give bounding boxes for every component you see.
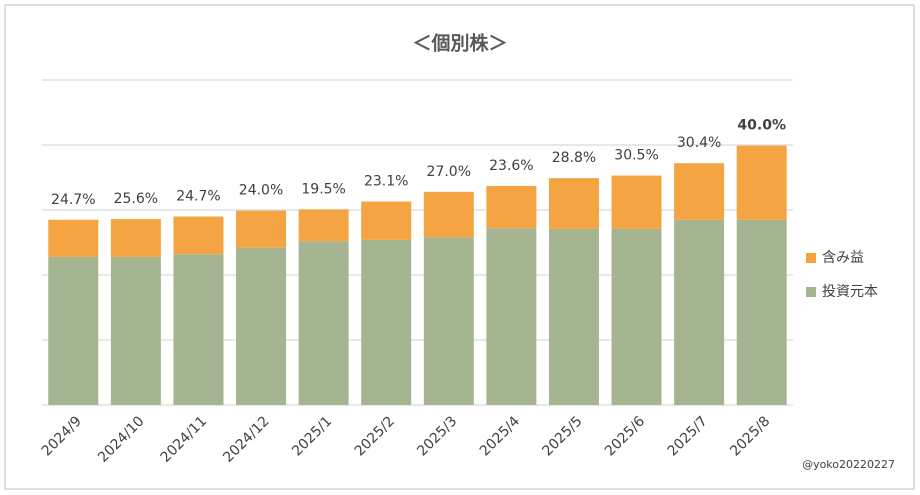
- bar-segment: [548, 178, 599, 229]
- bar-label: 30.5%: [614, 148, 658, 164]
- bar-label: 23.6%: [489, 158, 533, 174]
- bar-segment: [674, 163, 725, 220]
- bar-segment: [361, 201, 412, 240]
- bar-segment: [48, 256, 99, 405]
- bar-label: 28.8%: [552, 150, 596, 166]
- bar-segment: [486, 228, 537, 405]
- legend-swatch: [806, 253, 816, 263]
- bar-segment: [423, 237, 474, 405]
- bar-segment: [361, 239, 412, 405]
- bar-segment: [236, 210, 287, 248]
- legend-swatch: [806, 287, 816, 297]
- legend-label: 含み益: [822, 250, 864, 266]
- credit: @yoko20220227: [802, 458, 895, 471]
- bar-segment: [298, 241, 349, 405]
- bar-label: 27.0%: [427, 164, 471, 180]
- bar-label: 23.1%: [364, 174, 408, 190]
- bar-segment: [736, 219, 787, 405]
- bar-label: 24.7%: [176, 189, 220, 205]
- bar-segment: [236, 247, 287, 405]
- bar-label: 24.7%: [51, 192, 95, 208]
- bar-segment: [423, 191, 474, 238]
- bar-segment: [674, 219, 725, 405]
- bar-segment: [611, 175, 662, 229]
- bar-segment: [736, 145, 787, 220]
- bar-label: 19.5%: [301, 181, 345, 197]
- bar-label: 24.0%: [239, 183, 283, 199]
- bar-label: 25.6%: [114, 191, 158, 207]
- chart-title: ＜個別株＞: [412, 32, 507, 55]
- bar-segment: [173, 216, 224, 255]
- bar-segment: [611, 228, 662, 405]
- bar-segment: [173, 254, 224, 405]
- bar-segment: [110, 219, 161, 257]
- bar-segment: [486, 185, 537, 229]
- bar-segment: [548, 228, 599, 405]
- bar-label: 30.4%: [677, 135, 721, 151]
- bar-segment: [48, 219, 99, 257]
- legend-label: 投資元本: [822, 284, 878, 300]
- bar-segment: [298, 209, 349, 242]
- bar-label: 40.0%: [737, 118, 786, 134]
- bar-segment: [110, 256, 161, 405]
